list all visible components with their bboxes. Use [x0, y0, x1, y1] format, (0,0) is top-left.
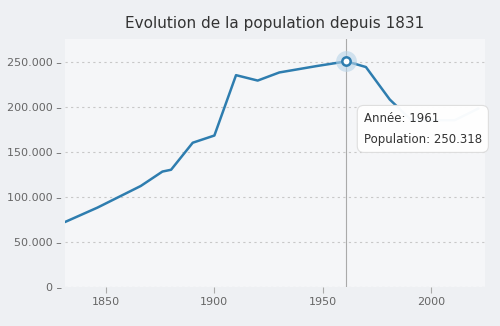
Title: Evolution de la population depuis 1831: Evolution de la population depuis 1831	[126, 16, 424, 31]
Text: Année: 1961
Population: 250.318: Année: 1961 Population: 250.318	[364, 112, 482, 146]
